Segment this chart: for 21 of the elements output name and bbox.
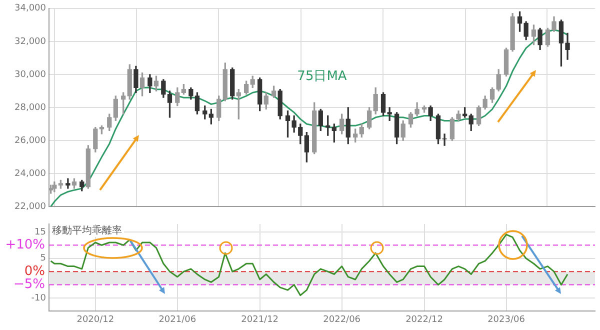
x-tick-label: 2021/12: [241, 314, 279, 325]
y-tick-label: 15: [34, 227, 46, 238]
y-tick-label: 22,000: [14, 202, 46, 212]
x-tick-label: 2022/06: [323, 314, 361, 325]
y-tick-label: 5: [40, 254, 46, 264]
y-tick-label: 26,000: [14, 136, 46, 146]
x-tick-label: 2020/12: [76, 314, 114, 325]
x-tick-label: 2022/12: [406, 314, 443, 325]
y-tick-label: 32,000: [14, 36, 46, 47]
y-tick-label: 24,000: [14, 168, 46, 179]
y-tick-label: -10: [31, 293, 46, 304]
y-tick-label: 34,000: [14, 4, 46, 14]
y-tick-label: 30,000: [14, 70, 46, 80]
y-tick-label: 28,000: [14, 102, 46, 113]
ref-line-label: +10%: [5, 238, 45, 253]
ref-line-label: −5%: [13, 277, 45, 292]
ref-line-label: 0%: [24, 264, 45, 279]
x-tick-label: 2021/06: [158, 314, 196, 325]
chart-title: 移動平均乖離率: [52, 224, 122, 237]
x-tick-label: 2023/06: [488, 314, 526, 325]
annotation: 75日MA: [297, 69, 347, 84]
